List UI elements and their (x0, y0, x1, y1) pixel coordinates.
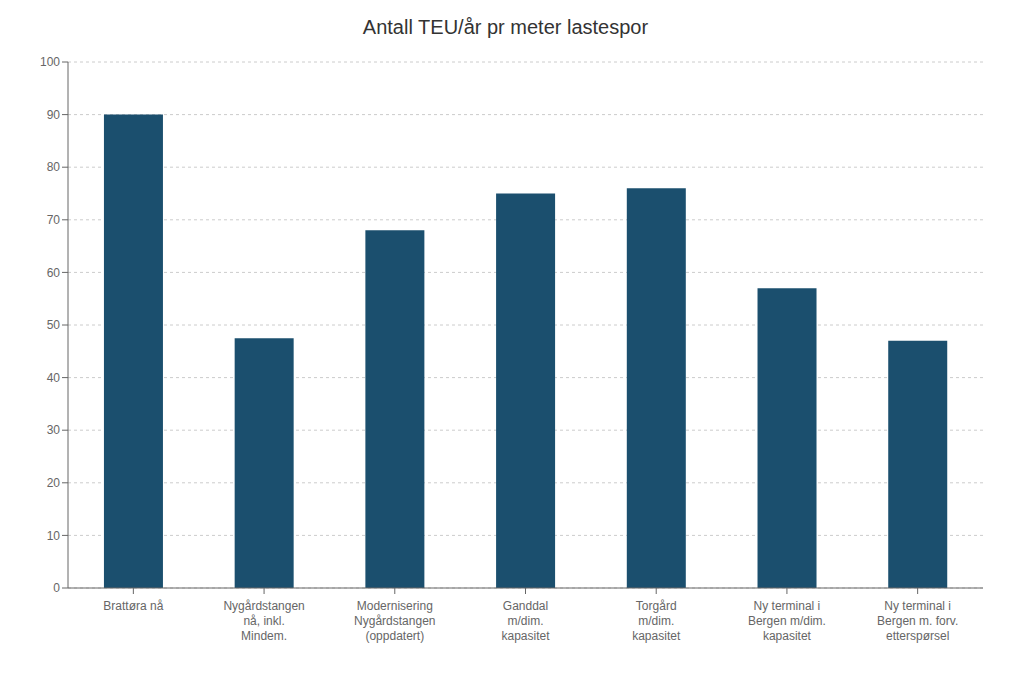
svg-text:100: 100 (40, 55, 60, 69)
svg-text:80: 80 (47, 160, 61, 174)
svg-text:90: 90 (47, 108, 61, 122)
svg-text:Brattøra nå: Brattøra nå (103, 599, 163, 613)
svg-text:10: 10 (47, 529, 61, 543)
svg-text:40: 40 (47, 371, 61, 385)
svg-text:30: 30 (47, 423, 61, 437)
svg-text:ModerniseringNygårdstangen(opp: ModerniseringNygårdstangen(oppdatert) (354, 599, 435, 643)
svg-text:Ny terminal iBergen m. forv.et: Ny terminal iBergen m. forv.etterspørsel (877, 599, 958, 643)
svg-text:Nygårdstangennå, inkl.Mindem.: Nygårdstangennå, inkl.Mindem. (223, 599, 304, 643)
svg-text:20: 20 (47, 476, 61, 490)
svg-text:60: 60 (47, 266, 61, 280)
svg-text:Ny terminal iBergen m/dim.kapa: Ny terminal iBergen m/dim.kapasitet (748, 599, 826, 643)
svg-text:0: 0 (53, 581, 60, 595)
svg-text:Ganddalm/dim.kapasitet: Ganddalm/dim.kapasitet (501, 599, 550, 643)
svg-text:70: 70 (47, 213, 61, 227)
html-text:Antall TEU/år pr meter lastesp: Antall TEU/år pr meter lastespor (362, 16, 649, 38)
svg-text:Torgårdm/dim.kapasitet: Torgårdm/dim.kapasitet (632, 599, 681, 643)
svg-text:50: 50 (47, 318, 61, 332)
